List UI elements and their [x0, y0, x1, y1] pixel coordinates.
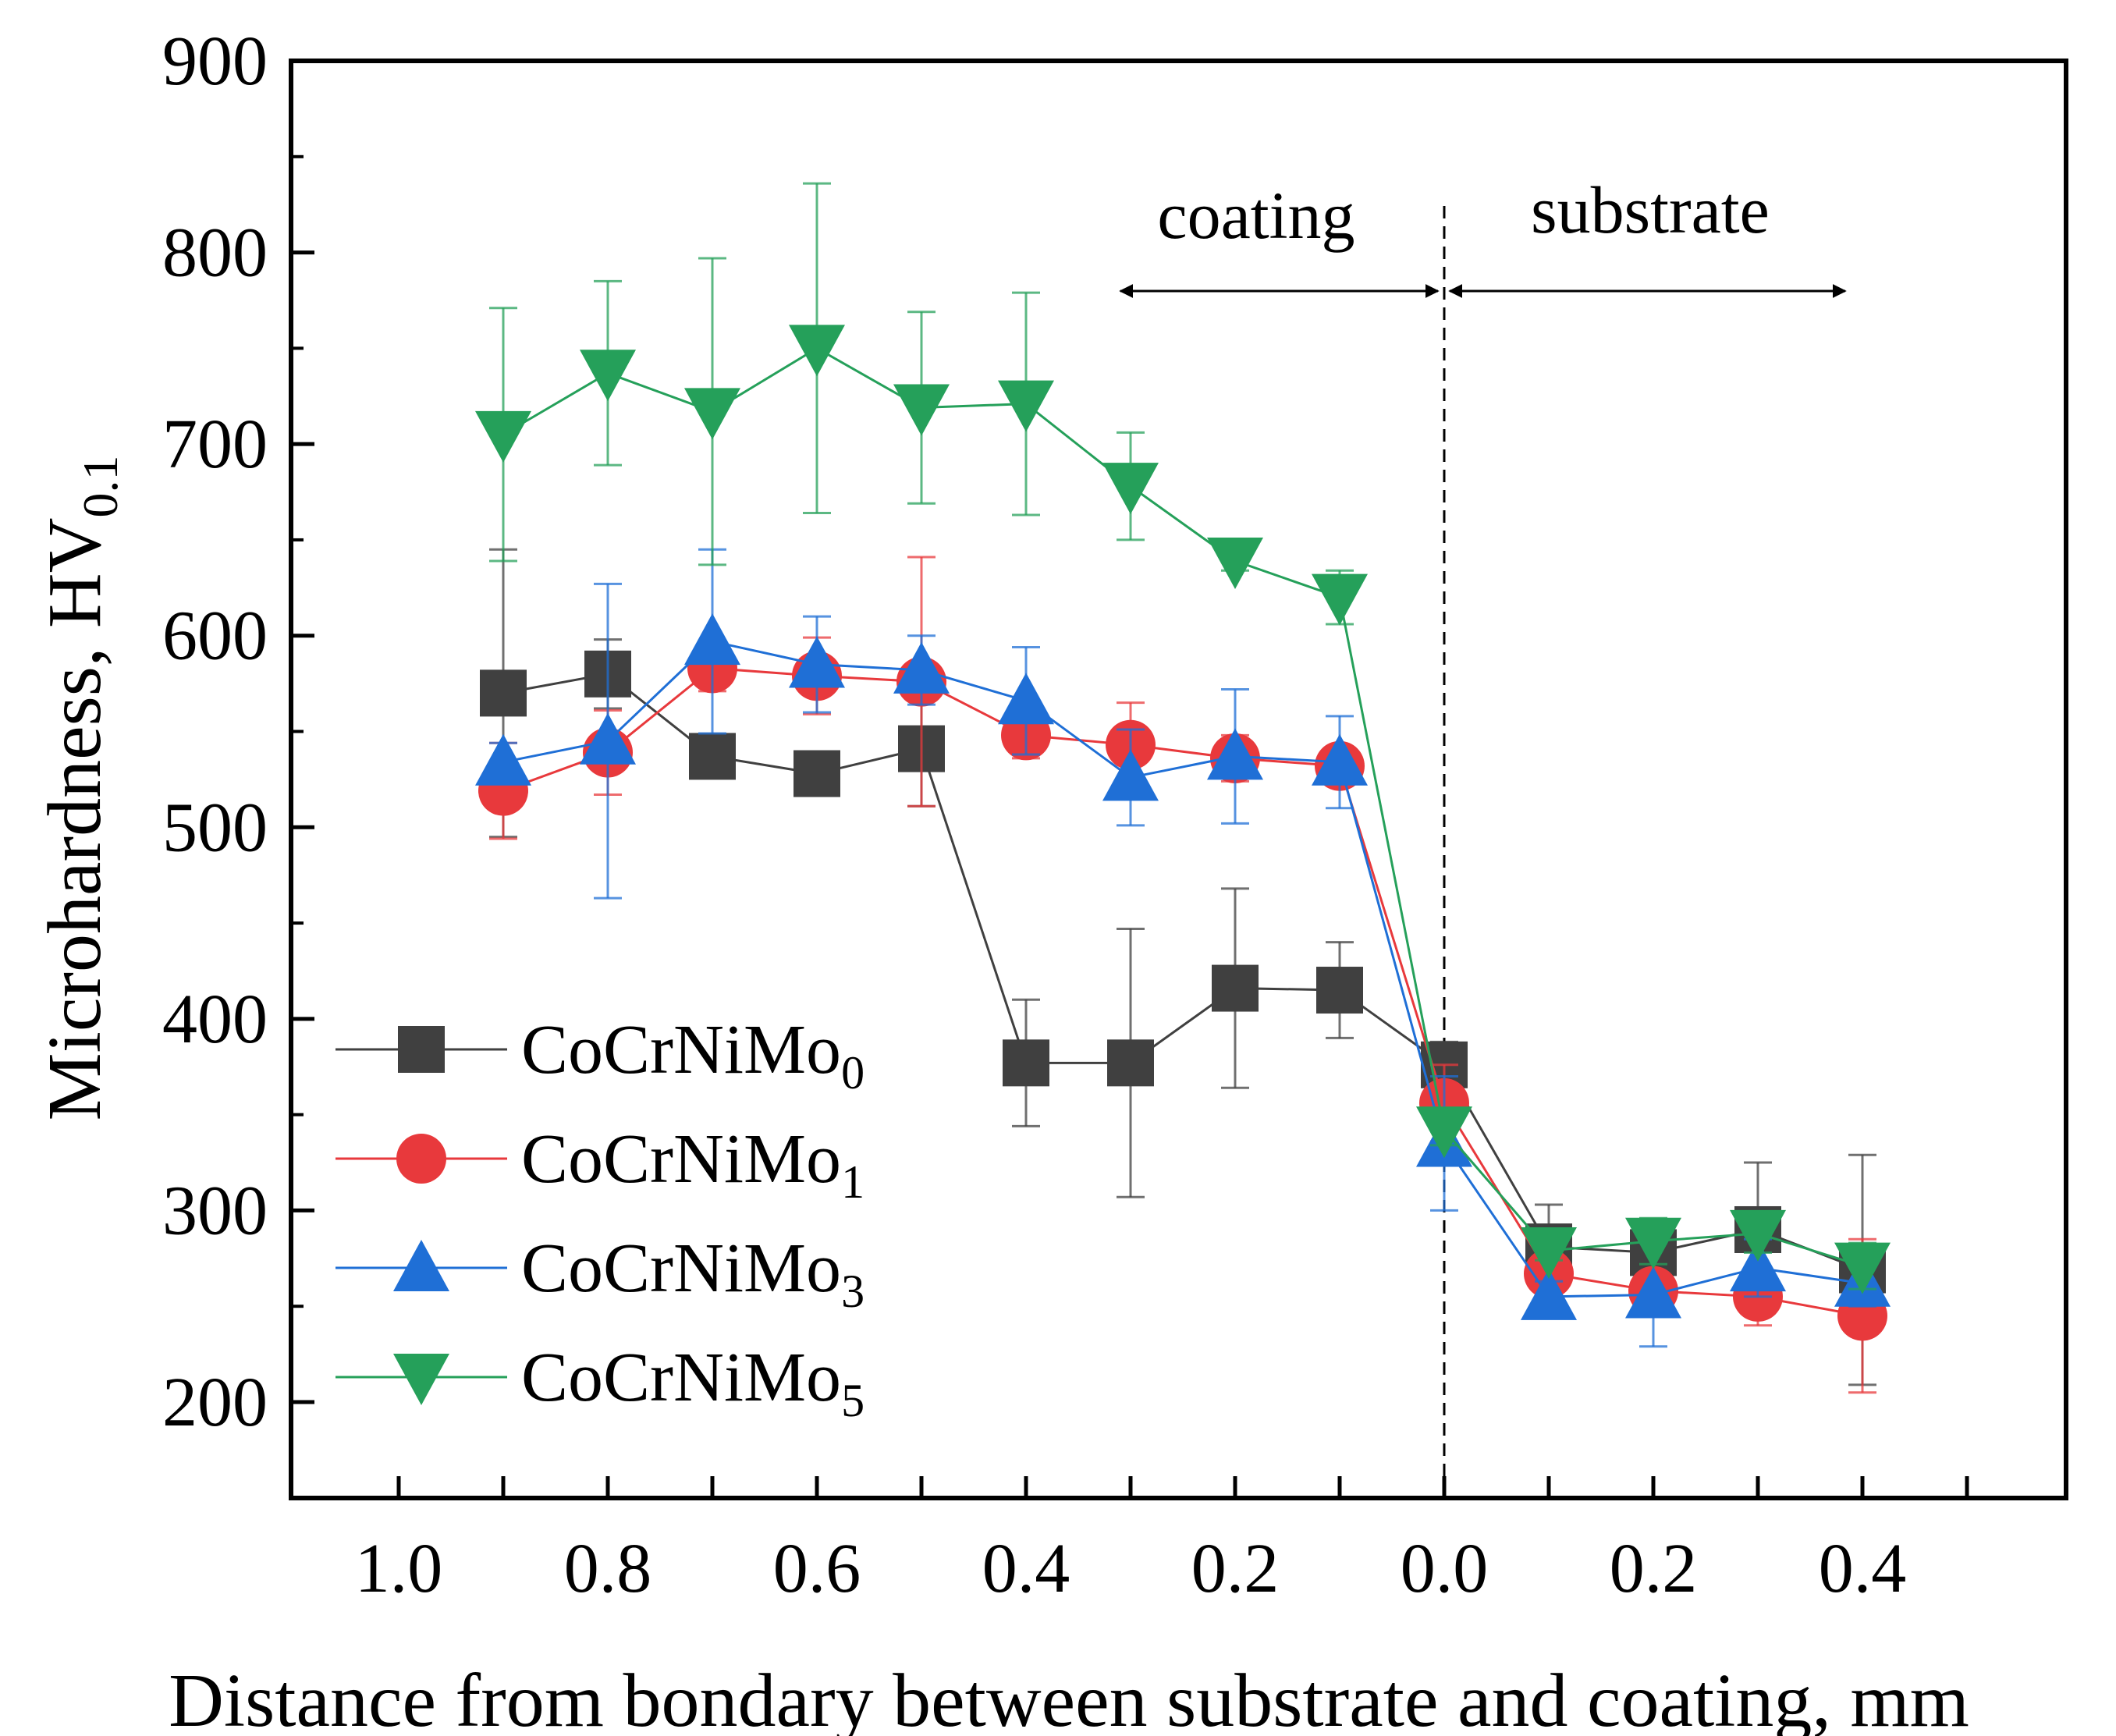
data-point-triangle-down — [684, 388, 740, 440]
legend-item-0: CoCrNiMo0 — [336, 1011, 865, 1099]
data-point-triangle-up — [1730, 1240, 1786, 1292]
legend-label-main: CoCrNiMo — [521, 1011, 841, 1088]
legend-label: CoCrNiMo5 — [521, 1339, 865, 1426]
series-line — [502, 640, 1863, 1298]
data-point-triangle-up — [893, 641, 950, 694]
data-point-triangle-down — [1207, 537, 1263, 589]
data-point-square — [1212, 964, 1259, 1012]
legend-label-sub: 3 — [841, 1266, 865, 1317]
x-tick-label: 0.4 — [982, 1530, 1070, 1607]
x-tick-label: 0.2 — [1610, 1530, 1698, 1607]
legend-label-sub: 0 — [841, 1047, 865, 1099]
legend-label: CoCrNiMo0 — [521, 1011, 865, 1099]
data-point-triangle-down — [475, 410, 531, 463]
data-point-triangle-down — [1102, 463, 1159, 515]
data-point-triangle-up — [580, 712, 636, 765]
series-5 — [475, 182, 1891, 1294]
legend-item-1: CoCrNiMo1 — [336, 1120, 865, 1208]
x-axis-label: Distance from bondary between substrate … — [169, 1659, 1969, 1736]
data-point-triangle-down — [1416, 1106, 1472, 1159]
x-tick-label: 0.2 — [1191, 1530, 1280, 1607]
y-tick-label: 400 — [162, 981, 268, 1058]
legend-label-main: CoCrNiMo — [521, 1230, 841, 1307]
plot-frame — [289, 59, 2068, 1500]
x-tick-label: 0.8 — [564, 1530, 652, 1607]
data-point-triangle-up — [789, 636, 845, 688]
data-point-triangle-up — [1207, 728, 1263, 780]
data-point-square — [1107, 1039, 1154, 1087]
x-tick-label: 0.6 — [773, 1530, 861, 1607]
y-tick-label: 300 — [162, 1172, 268, 1249]
series-3 — [475, 548, 1891, 1348]
x-tick-label: 1.0 — [355, 1530, 443, 1607]
y-axis-label-sub: 0.1 — [73, 456, 128, 518]
data-point-triangle-down — [998, 380, 1054, 432]
legend-label-main: CoCrNiMo — [521, 1120, 841, 1198]
data-point-triangle-down — [1730, 1209, 1786, 1262]
data-point-square — [398, 1026, 445, 1073]
data-point-circle — [396, 1134, 446, 1184]
data-point-square — [689, 733, 736, 780]
y-tick-label: 600 — [162, 598, 268, 675]
data-point-triangle-up — [393, 1240, 449, 1291]
legend-label-sub: 1 — [841, 1156, 865, 1208]
region-annotations: coating substrate — [1119, 172, 1847, 1498]
data-point-triangle-down — [1834, 1242, 1891, 1294]
y-tick-label: 700 — [162, 406, 268, 483]
x-tick-label: 0.0 — [1401, 1530, 1489, 1607]
legend-item-5: CoCrNiMo5 — [336, 1339, 865, 1426]
data-point-square — [1316, 967, 1363, 1014]
data-point-triangle-up — [1625, 1266, 1681, 1319]
y-tick-label: 900 — [162, 23, 268, 100]
data-point-triangle-down — [893, 384, 950, 436]
x-tick-label: 0.4 — [1819, 1530, 1907, 1607]
data-point-triangle-down — [580, 350, 636, 402]
data-point-square — [1003, 1039, 1049, 1087]
data-point-triangle-up — [684, 613, 740, 666]
y-tick-label: 500 — [162, 789, 268, 866]
axes: 200 300 400 500 600 700 800 900 1.0 0.8 0.6 0.4 0.2 0… — [162, 23, 2068, 1607]
legend-label-sub: 5 — [841, 1375, 865, 1426]
data-point-square — [480, 669, 527, 717]
data-point-triangle-down — [789, 325, 845, 377]
legend-item-3: CoCrNiMo3 — [336, 1230, 865, 1317]
data-point-triangle-up — [998, 673, 1054, 725]
substrate-label: substrate — [1531, 172, 1770, 247]
data-point-triangle-down — [1625, 1217, 1681, 1269]
data-point-triangle-up — [1521, 1268, 1577, 1320]
y-tick-label: 800 — [162, 215, 268, 292]
data-point-triangle-up — [1102, 749, 1159, 801]
data-point-triangle-down — [1521, 1227, 1577, 1279]
data-point-triangle-up — [475, 733, 531, 786]
data-point-triangle-down — [393, 1354, 449, 1405]
y-axis-label-main: Microhardness, HV — [33, 518, 117, 1121]
data-point-square — [794, 750, 840, 797]
y-tick-label: 200 — [162, 1364, 268, 1441]
coating-label: coating — [1157, 178, 1354, 253]
series-layer — [475, 182, 1891, 1394]
legend-label-main: CoCrNiMo — [521, 1339, 841, 1416]
data-point-triangle-up — [1312, 733, 1368, 786]
legend-label: CoCrNiMo3 — [521, 1230, 865, 1317]
legend-label: CoCrNiMo1 — [521, 1120, 865, 1208]
data-point-triangle-down — [1312, 573, 1368, 626]
y-axis-label: Microhardness, HV0.1 — [33, 456, 128, 1121]
